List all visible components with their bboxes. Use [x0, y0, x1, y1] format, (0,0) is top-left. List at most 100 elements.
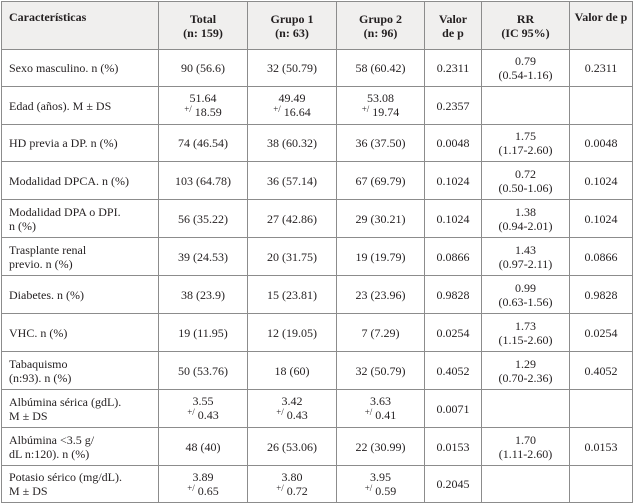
cell-grupo-2: 53.08 +/ 19.74 [336, 86, 425, 125]
plus-minus-sign: +/ [364, 482, 373, 493]
cell-rr-ic: 0.79 (0.54-1.16) [481, 49, 570, 87]
table-row: Tabaquismo (n:93). n (%) 50 (53.76) 18 (60)… [1, 351, 633, 390]
plus-minus-sign: +/ [276, 482, 284, 493]
cell-rr-ic: 1.29 (0.70-2.36) [481, 351, 570, 390]
table-row: Modalidad DPA o DPI. n (%) 56 (35.22) 27 (4… [1, 199, 633, 238]
cell-rr-ic: 1.38 (0.94-2.01) [481, 199, 570, 238]
cell-grupo-2: 36 (37.50) [336, 124, 425, 162]
header-grupo-1: Grupo 1 (n: 63) [247, 1, 337, 50]
cell-grupo-2: 29 (30.21) [336, 199, 425, 238]
table-row: HD previa a DP. n (%) 74 (46.54) 38 (60.32… [1, 124, 633, 162]
cell-total: 56 (35.22) [158, 199, 248, 238]
row-label: Diabetes. n (%) [1, 275, 159, 314]
cell-valor-p-2 [569, 389, 633, 428]
cell-valor-p: 0.0071 [424, 389, 482, 428]
row-label: Modalidad DPA o DPI. n (%) [1, 199, 159, 238]
cell-valor-p: 0.2311 [424, 49, 482, 87]
cell-rr-ic: 1.75 (1.17-2.60) [481, 124, 570, 162]
cell-rr-ic: 1.70 (1.11-2.60) [481, 427, 570, 466]
cell-total: 19 (11.95) [158, 313, 248, 352]
cell-rr-ic: 1.43 (0.97-2.11) [481, 237, 570, 276]
cell-valor-p-2: 0.0866 [569, 237, 633, 276]
row-label: Sexo masculino. n (%) [1, 49, 159, 87]
cell-grupo-1: 32 (50.79) [247, 49, 337, 87]
cell-valor-p-2: 0.9828 [569, 275, 633, 314]
cell-grupo-2: 67 (69.79) [336, 161, 425, 200]
cell-rr-ic: 1.73 (1.15-2.60) [481, 313, 570, 352]
plus-minus-sign: +/ [276, 407, 284, 417]
cell-rr-ic [481, 86, 570, 125]
cell-total: 50 (53.76) [158, 351, 248, 390]
cell-rr-ic: 0.72 (0.50-1.06) [481, 161, 570, 200]
cell-grupo-2: 3.95 +/ 0.59 [336, 465, 425, 503]
cell-grupo-2: 58 (60.42) [336, 49, 425, 87]
row-label: HD previa a DP. n (%) [1, 124, 159, 162]
cell-valor-p-2: 0.4052 [569, 351, 633, 390]
cell-valor-p: 0.0254 [424, 313, 482, 352]
table-row: Potasio sérico (mg/dL). M ± DS 3.89 +/ 0.65… [1, 465, 633, 503]
header-total: Total (n: 159) [158, 1, 248, 50]
cell-valor-p-2: 0.2311 [569, 49, 633, 87]
cell-valor-p-2 [569, 86, 633, 125]
cell-total: 3.55 +/ 0.43 [158, 389, 248, 428]
cell-rr-ic: 0.99 (0.63-1.56) [481, 275, 570, 314]
table-header: Características Total (n: 159) Grupo 1 (n:… [1, 1, 633, 50]
table-row: VHC. n (%) 19 (11.95) 12 (19.05) 7 (7.29) 0.… [1, 313, 633, 352]
cell-grupo-2: 7 (7.29) [336, 313, 425, 352]
table-row: Modalidad DPCA. n (%) 103 (64.78) 36 (57.1… [1, 161, 633, 200]
cell-total: 74 (46.54) [158, 124, 248, 162]
plus-minus-sign: +/ [273, 104, 281, 114]
plus-minus-sign: +/ [361, 104, 370, 114]
cell-valor-p: 0.2045 [424, 465, 482, 503]
cell-total: 39 (24.53) [158, 237, 248, 276]
cell-grupo-2: 22 (30.99) [336, 427, 425, 466]
cell-grupo-1: 12 (19.05) [247, 313, 337, 352]
cell-grupo-1: 49.49 +/ 16.64 [247, 86, 337, 125]
cell-valor-p-2: 0.1024 [569, 161, 633, 200]
header-grupo-2: Grupo 2 (n: 96) [336, 1, 425, 50]
cell-valor-p: 0.2357 [424, 86, 482, 125]
cell-grupo-1: 36 (57.14) [247, 161, 337, 200]
cell-total: 3.89 +/ 0.65 [158, 465, 248, 503]
plus-minus-sign: +/ [187, 407, 195, 417]
cell-grupo-1: 3.42 +/ 0.43 [247, 389, 337, 428]
cell-grupo-1: 27 (42.86) [247, 199, 337, 238]
cell-valor-p-2: 0.0048 [569, 124, 633, 162]
cell-valor-p: 0.0153 [424, 427, 482, 466]
cell-total: 38 (23.9) [158, 275, 248, 314]
table-row: Diabetes. n (%) 38 (23.9) 15 (23.81) 23 (23… [1, 275, 633, 314]
cell-valor-p: 0.4052 [424, 351, 482, 390]
table-row: Edad (años). M ± DS 51.64 +/ 18.59 49.49 +/ … [1, 86, 633, 125]
plus-minus-sign: +/ [364, 407, 373, 417]
cell-grupo-2: 32 (50.79) [336, 351, 425, 390]
header-row: Características Total (n: 159) Grupo 1 (n:… [1, 1, 633, 50]
row-label: Edad (años). M ± DS [1, 86, 159, 125]
cell-grupo-1: 18 (60) [247, 351, 337, 390]
table-row: Albúmina sérica (gdL). M ± DS 3.55 +/ 0.43 3… [1, 389, 633, 428]
row-label: Trasplante renal previo. n (%) [1, 237, 159, 276]
cell-total: 90 (56.6) [158, 49, 248, 87]
cell-valor-p-2: 0.0153 [569, 427, 633, 466]
header-valor-p: Valor de p [424, 1, 482, 50]
cell-grupo-1: 26 (53.06) [247, 427, 337, 466]
cell-total: 103 (64.78) [158, 161, 248, 200]
cell-grupo-1: 3.80 +/ 0.72 [247, 465, 337, 503]
cell-valor-p: 0.1024 [424, 199, 482, 238]
row-label: Modalidad DPCA. n (%) [1, 161, 159, 200]
cell-valor-p-2 [569, 465, 633, 503]
header-caracteristicas: Características [1, 1, 159, 50]
cell-valor-p: 0.0048 [424, 124, 482, 162]
row-label: VHC. n (%) [1, 313, 159, 352]
cell-grupo-2: 3.63 +/ 0.41 [336, 389, 425, 428]
cell-rr-ic [481, 389, 570, 428]
cell-valor-p: 0.9828 [424, 275, 482, 314]
table-row: Albúmina <3.5 g/dL n:120). n (%) 48 (40) 2… [1, 427, 633, 466]
cell-grupo-2: 19 (19.79) [336, 237, 425, 276]
row-label: Albúmina sérica (gdL). M ± DS [1, 389, 159, 428]
plus-minus-sign: +/ [187, 482, 195, 493]
row-label: Albúmina <3.5 g/dL n:120). n (%) [1, 427, 159, 466]
plus-minus-sign: +/ [184, 104, 192, 114]
header-valor-p-2: Valor de p [569, 1, 633, 50]
cell-valor-p-2: 0.0254 [569, 313, 633, 352]
